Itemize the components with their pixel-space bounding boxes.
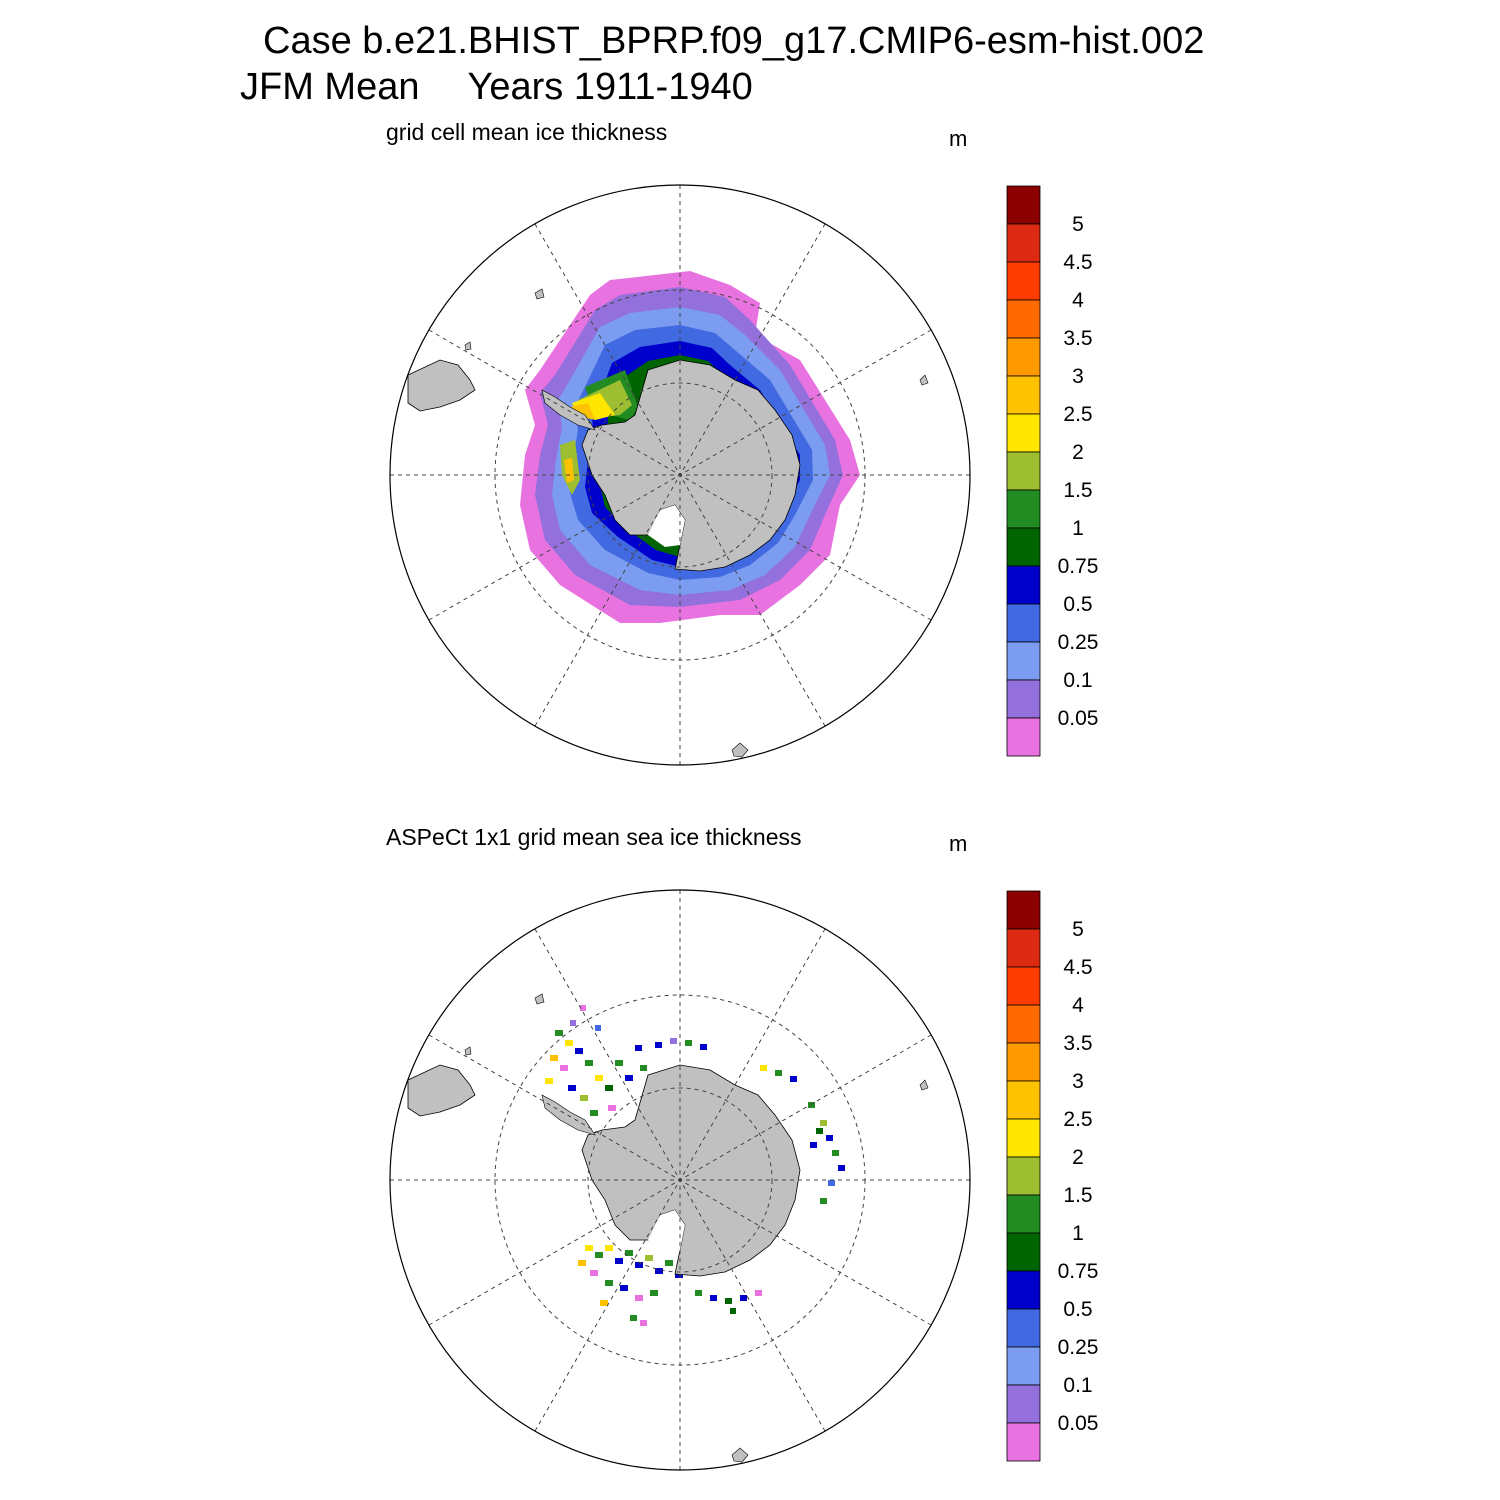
island-3 <box>919 1079 929 1091</box>
colorbar-tick-label: 4.5 <box>1063 251 1092 274</box>
colorbar-swatch <box>1006 413 1041 453</box>
colorbar-tick-label: 0.25 <box>1058 1336 1099 1359</box>
figure-subtitle: JFM Mean Years 1911-1940 <box>240 68 753 106</box>
south-america-land <box>407 359 476 412</box>
colorbar-swatch <box>1006 261 1041 301</box>
colorbar-tick-label: 2.5 <box>1063 403 1092 426</box>
colorbar-swatch <box>1006 185 1041 225</box>
panel1-subtitle: grid cell mean ice thickness <box>386 119 668 145</box>
colorbar-tick-label: 0.1 <box>1063 669 1092 692</box>
colorbar-swatch <box>1006 679 1041 719</box>
island-1 <box>534 288 545 300</box>
colorbar-tick-label: 4.5 <box>1063 956 1092 979</box>
colorbar-swatch <box>1006 1346 1041 1386</box>
island-3 <box>919 374 929 386</box>
colorbar-tick-label: 4 <box>1072 289 1084 312</box>
ice-band-peninsula-west-yellow <box>564 458 574 483</box>
colorbar-tick-label: 2 <box>1072 1146 1084 1169</box>
colorbar-tick-label: 1 <box>1072 517 1084 540</box>
years-label: Years 1911-1940 <box>467 66 753 108</box>
colorbar-tick-label: 3.5 <box>1063 1032 1092 1055</box>
colorbar-swatch <box>1006 375 1041 415</box>
aspect-ice-thickness-map <box>389 889 971 1471</box>
colorbar-tick-label: 0.75 <box>1058 1260 1099 1283</box>
colorbar-swatch <box>1006 641 1041 681</box>
colorbar-tick-label: 3.5 <box>1063 327 1092 350</box>
colorbar-tick-label: 0.1 <box>1063 1374 1092 1397</box>
colorbar-tick-label: 0.5 <box>1063 593 1092 616</box>
panel1-units: m <box>949 126 968 151</box>
colorbar-tick-label: 0.25 <box>1058 631 1099 654</box>
colorbar-tick-label: 1.5 <box>1063 1184 1092 1207</box>
colorbar-swatch <box>1006 1004 1041 1044</box>
map-boundary <box>389 889 971 1471</box>
antarctic-peninsula <box>541 389 596 431</box>
ross-ice-shelf <box>648 505 685 547</box>
latitude-circle-inner <box>587 1087 773 1273</box>
island-2 <box>464 341 472 351</box>
antarctica-land <box>581 359 801 572</box>
colorbar-swatch <box>1006 299 1041 339</box>
colorbar-swatch <box>1006 1308 1041 1348</box>
colorbar-swatch <box>1006 1232 1041 1272</box>
colorbar-swatch <box>1006 451 1041 491</box>
colorbar-tick-label: 1.5 <box>1063 479 1092 502</box>
island-2 <box>464 1046 472 1056</box>
colorbar-swatch <box>1006 1080 1041 1120</box>
colorbar-tick-label: 2.5 <box>1063 1108 1092 1131</box>
colorbar-swatch <box>1006 1042 1041 1082</box>
colorbar-tick-label: 2 <box>1072 441 1084 464</box>
colorbar-tick-label: 3 <box>1072 1070 1084 1093</box>
colorbar-swatch <box>1006 565 1041 605</box>
colorbar-tick-label: 0.75 <box>1058 555 1099 578</box>
colorbar-swatch <box>1006 928 1041 968</box>
colorbar-swatch <box>1006 1156 1041 1196</box>
map-boundary <box>389 184 971 766</box>
colorbar-swatch <box>1006 966 1041 1006</box>
colorbar-swatch <box>1006 890 1041 930</box>
colorbar-swatch <box>1006 1118 1041 1158</box>
colorbar-swatch <box>1006 1384 1041 1424</box>
ross-ice-shelf <box>648 1210 685 1252</box>
colorbar-tick-label: 1 <box>1072 1222 1084 1245</box>
colorbar-tick-label: 0.05 <box>1058 1412 1099 1435</box>
colorbar-panel2: 5 4.5 4 3.5 3 2.5 2 1.5 1 0.75 0.5 0.25 0.1 0.05 <box>1006 890 1099 1462</box>
island-1 <box>534 993 545 1005</box>
colorbar-swatch <box>1006 1422 1041 1462</box>
colorbar-swatch <box>1006 1270 1041 1310</box>
colorbar-swatch <box>1006 489 1041 529</box>
colorbar-tick-label: 0.05 <box>1058 707 1099 730</box>
island-4 <box>731 742 749 758</box>
colorbar-swatch <box>1006 337 1041 377</box>
latitude-circle-inner <box>587 382 773 568</box>
colorbar-tick-label: 5 <box>1072 213 1084 236</box>
colorbar-tick-label: 3 <box>1072 365 1084 388</box>
meridian-150 <box>534 928 826 1432</box>
season-label: JFM Mean <box>240 66 420 108</box>
figure-title: Case b.e21.BHIST_BPRP.f09_g17.CMIP6-esm-… <box>263 20 1205 62</box>
colorbar-swatch <box>1006 1194 1041 1234</box>
observation-points <box>545 1005 845 1326</box>
panel2-units: m <box>949 831 968 856</box>
colorbar-tick-label: 4 <box>1072 994 1084 1017</box>
meridian-150 <box>534 223 826 727</box>
colorbar-swatch <box>1006 527 1041 567</box>
colorbar-panel1: 5 4.5 4 3.5 3 2.5 2 1.5 1 0.75 0.5 0.25 0.1 0.05 <box>1006 185 1099 757</box>
colorbar-swatch <box>1006 603 1041 643</box>
colorbar-swatch <box>1006 223 1041 263</box>
colorbar-swatch <box>1006 717 1041 757</box>
island-4 <box>731 1447 749 1463</box>
colorbar-tick-label: 0.5 <box>1063 1298 1092 1321</box>
panel2-subtitle: ASPeCt 1x1 grid mean sea ice thickness <box>386 824 802 850</box>
model-ice-thickness-map <box>389 184 971 766</box>
south-america-land <box>407 1064 476 1117</box>
antarctic-peninsula <box>541 1094 596 1136</box>
colorbar-tick-label: 5 <box>1072 918 1084 941</box>
antarctica-land <box>581 1064 801 1277</box>
